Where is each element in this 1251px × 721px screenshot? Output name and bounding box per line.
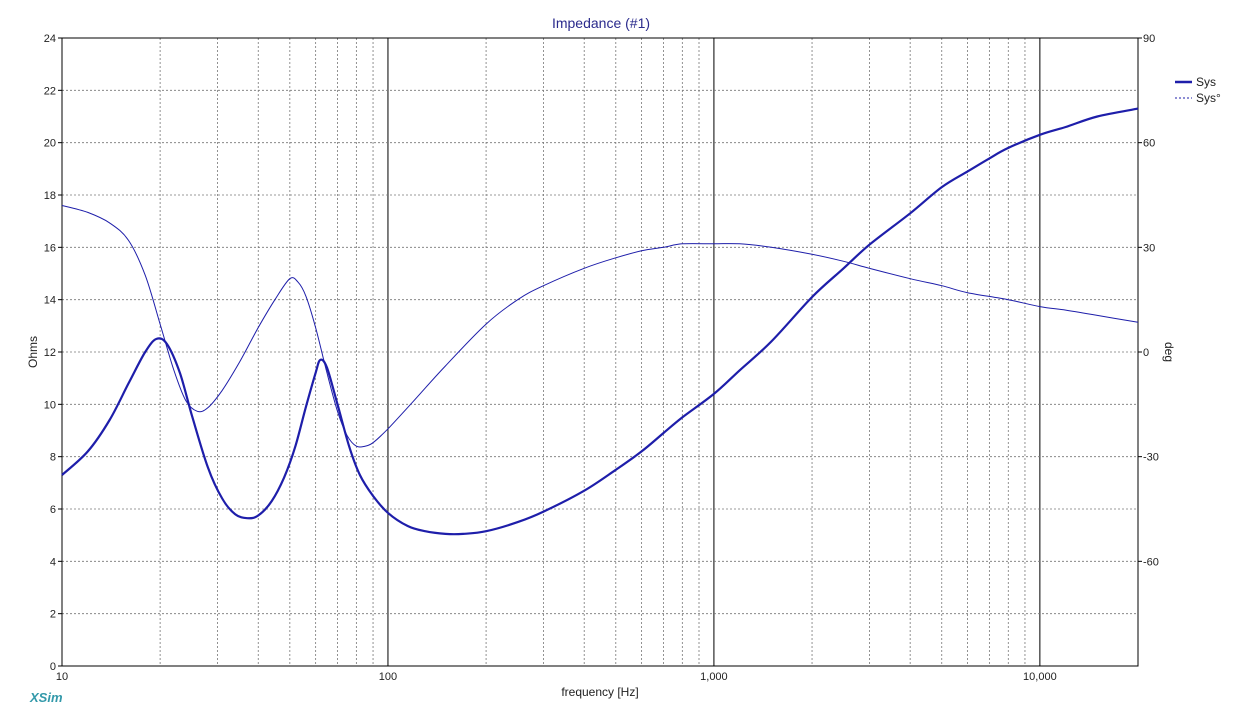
- x-tick-label: 10,000: [1023, 671, 1057, 683]
- y2-tick-label: -30: [1143, 452, 1159, 464]
- x-tick-label: 10: [56, 671, 68, 683]
- series-lines: [61, 107, 1139, 536]
- legend-label-sys-phase: Sys°: [1196, 91, 1221, 105]
- xsim-logo: XSim: [29, 690, 63, 705]
- y2-tick-label: 0: [1143, 347, 1149, 359]
- y-tick-label: 16: [44, 242, 56, 254]
- y2-tick-label: 90: [1143, 33, 1155, 45]
- y-tick-label: 6: [50, 504, 56, 516]
- series-line-sys: [61, 107, 1139, 536]
- y-tick-label: 24: [44, 33, 56, 45]
- y-tick-label: 12: [44, 347, 56, 359]
- x-axis-label: frequency [Hz]: [561, 685, 638, 699]
- y-tick-label: 22: [44, 85, 56, 97]
- y-tick-label: 18: [44, 190, 56, 202]
- x-tick-label: 100: [379, 671, 397, 683]
- y2-tick-labels: -60 -30 0 30 60 90: [1138, 33, 1159, 568]
- y2-axis-label: deg: [1162, 342, 1176, 362]
- y2-tick-label: -60: [1143, 556, 1159, 568]
- y-tick-label: 2: [50, 609, 56, 621]
- y-tick-label: 14: [44, 295, 56, 307]
- grid-lines: [62, 38, 1138, 666]
- y-tick-label: 8: [50, 452, 56, 464]
- legend-label-sys: Sys: [1196, 75, 1216, 89]
- y-axis-label: Ohms: [26, 336, 40, 368]
- y-tick-label: 10: [44, 399, 56, 411]
- x-tick-label: 1,000: [700, 671, 728, 683]
- y-tick-label: 0: [50, 661, 56, 673]
- y-tick-label: 4: [50, 556, 56, 568]
- series-line-sys-phase: [61, 205, 1139, 448]
- x-tick-labels: 10 100 1,000 10,000: [56, 671, 1057, 683]
- legend: Sys Sys°: [1175, 75, 1221, 105]
- y-tick-label: 20: [44, 138, 56, 150]
- y2-tick-label: 30: [1143, 242, 1155, 254]
- y2-tick-label: 60: [1143, 138, 1155, 150]
- chart-title: Impedance (#1): [552, 15, 650, 31]
